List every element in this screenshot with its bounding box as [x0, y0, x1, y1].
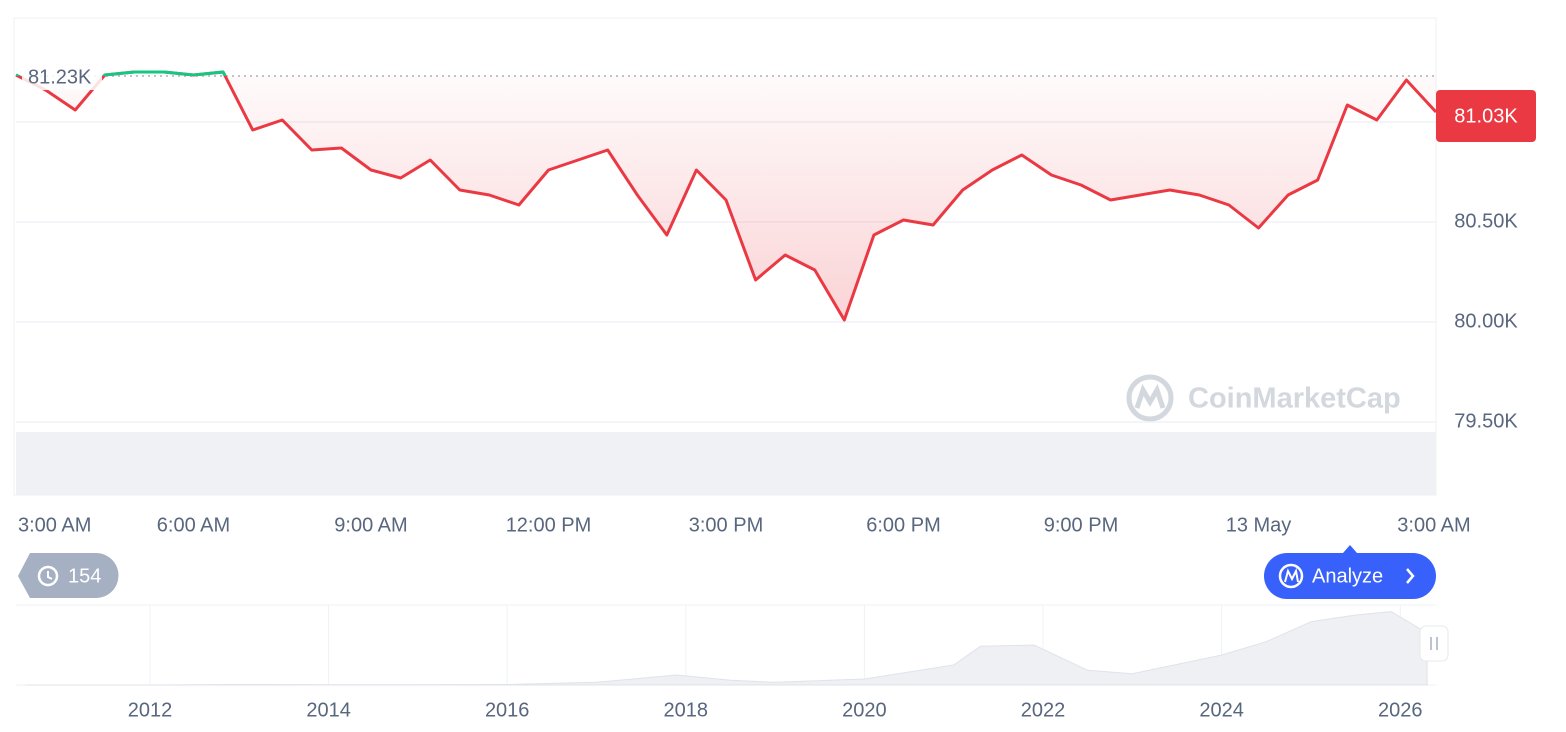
current-price-label: 81.03K — [1454, 105, 1518, 127]
history-badge[interactable]: 154 — [18, 553, 119, 598]
x-tick-label: 6:00 PM — [866, 514, 940, 536]
volume-band — [16, 432, 1436, 495]
x-tick-label: 13 May — [1226, 514, 1292, 536]
watermark-text: CoinMarketCap — [1188, 383, 1401, 415]
x-tick-label: 9:00 PM — [1044, 514, 1118, 536]
navigator-tick-label: 2026 — [1378, 699, 1423, 721]
navigator-tick-label: 2014 — [306, 699, 351, 721]
badge-count: 154 — [68, 565, 101, 587]
reference-label: 81.23K — [28, 66, 92, 88]
navigator-tick-label: 2020 — [842, 699, 887, 721]
navigator-tick-label: 2016 — [485, 699, 530, 721]
x-tick-label: 3:00 AM — [1397, 514, 1470, 536]
x-tick-label: 12:00 PM — [506, 514, 592, 536]
navigator-tick-label: 2024 — [1199, 699, 1244, 721]
x-tick-label: 3:00 AM — [18, 514, 91, 536]
navigator-area — [24, 611, 1428, 686]
y-tick-label: 80.50K — [1454, 210, 1518, 232]
y-tick-label: 80.00K — [1454, 310, 1518, 332]
x-tick-label: 6:00 AM — [157, 514, 230, 536]
x-tick-label: 9:00 AM — [334, 514, 407, 536]
navigator-tick-label: 2022 — [1021, 699, 1066, 721]
scroll-handle[interactable] — [1419, 625, 1449, 662]
navigator-tick-label: 2018 — [664, 699, 709, 721]
area-fill — [16, 72, 1436, 320]
current-price-box — [1436, 90, 1536, 142]
analyze-button[interactable]: Analyze — [1264, 545, 1436, 599]
reference-label-bg — [22, 62, 102, 90]
navigator-tick-label: 2012 — [128, 699, 173, 721]
price-line — [15, 70, 1438, 322]
analyze-label: Analyze — [1312, 565, 1383, 587]
y-tick-label: 79.50K — [1454, 410, 1518, 432]
x-tick-label: 3:00 PM — [689, 514, 763, 536]
watermark: CoinMarketCap — [1126, 374, 1401, 422]
